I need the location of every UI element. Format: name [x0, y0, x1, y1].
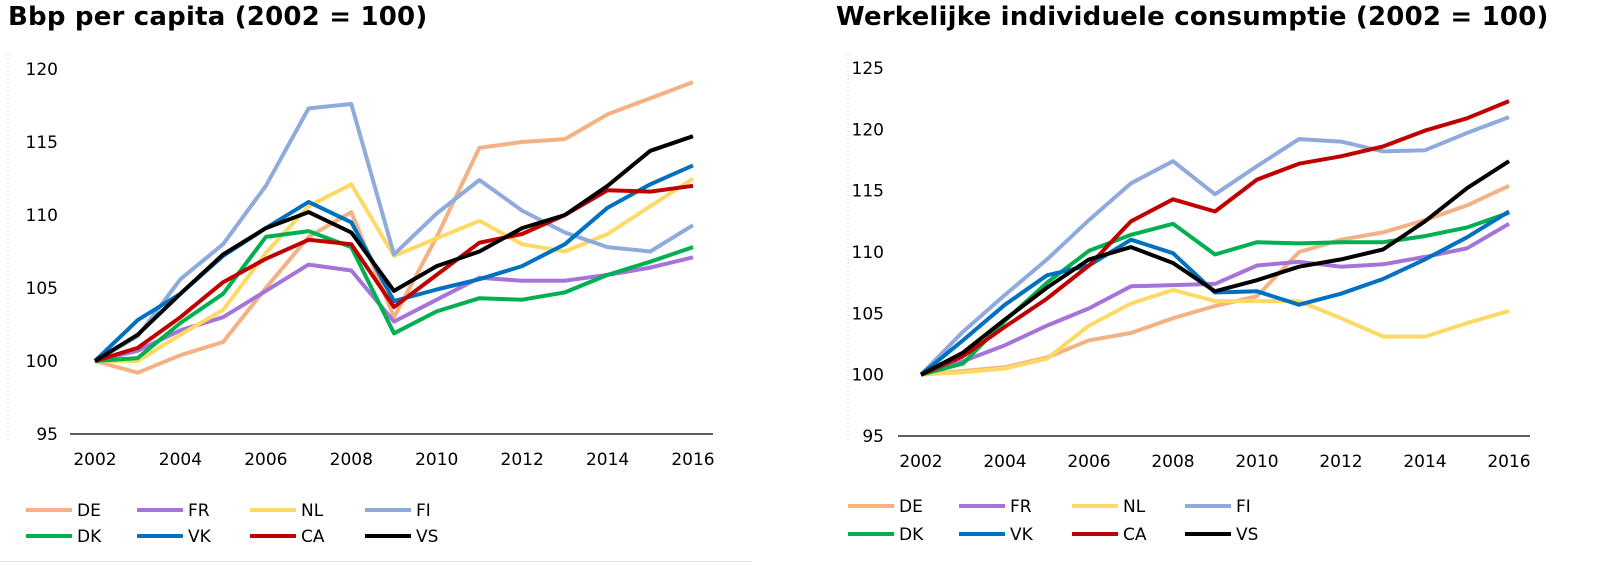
- series-line-vs: [920, 159, 1511, 377]
- legend: DE FR NL FI DK VK CA VS: [26, 501, 438, 547]
- x-tick-label: 2008: [1151, 452, 1194, 472]
- y-tick-label: 115: [852, 182, 884, 202]
- legend: DE FR NL FI DK VK CA VS: [848, 497, 1258, 545]
- series-line-vs: [93, 134, 694, 363]
- x-tick-label: 2010: [415, 450, 458, 470]
- y-tick-label: 110: [852, 243, 884, 263]
- legend-label-vk: VK: [1010, 525, 1034, 545]
- chart-title: Bbp per capita (2002 = 100): [8, 2, 428, 32]
- legend-label-fi: FI: [416, 501, 431, 521]
- legend-label-fi: FI: [1236, 497, 1251, 517]
- legend-label-de: DE: [899, 497, 923, 517]
- chart-svg: 95 100 105 110 115 120 125 2002 2004 2006 2008 2010…: [847, 55, 1531, 545]
- legend-label-vs: VS: [1236, 525, 1258, 545]
- x-tick-label: 2014: [586, 450, 629, 470]
- series-line-fr: [920, 222, 1511, 377]
- chart-panel-gdp: Bbp per capita (2002 = 100) 95 100 105 110 1…: [0, 0, 760, 563]
- y-tick-label: 100: [26, 352, 58, 372]
- y-tick-label: 95: [862, 427, 884, 447]
- series-line-fr: [94, 255, 694, 363]
- series-line-nl: [920, 288, 1510, 377]
- x-tick-label: 2006: [244, 450, 287, 470]
- y-tick-label: 105: [26, 279, 58, 299]
- legend-label-ca: CA: [1123, 525, 1147, 545]
- legend-label-fr: FR: [188, 501, 210, 521]
- series-line-ca: [920, 99, 1510, 377]
- x-tick-label: 2012: [1319, 452, 1362, 472]
- series-line-fi: [919, 115, 1510, 377]
- legend-label-ca: CA: [301, 527, 325, 547]
- y-tick-label: 120: [26, 60, 58, 80]
- legend-label-dk: DK: [77, 527, 102, 547]
- x-tick-label: 2006: [1067, 452, 1110, 472]
- legend-label-dk: DK: [899, 525, 924, 545]
- series-group: [919, 99, 1511, 377]
- x-tick-label: 2002: [899, 452, 942, 472]
- y-tick-label: 125: [852, 59, 884, 79]
- x-tick-label: 2008: [330, 450, 373, 470]
- x-tick-label: 2004: [159, 450, 202, 470]
- series-line-dk: [94, 229, 694, 363]
- x-tick-label: 2016: [1487, 452, 1530, 472]
- series-line-de: [920, 183, 1510, 377]
- chart-svg: 95 100 105 110 115 120 2002 2004 2006 2008 2010 201…: [7, 55, 715, 547]
- x-tick-label: 2002: [73, 450, 116, 470]
- y-tick-label: 105: [852, 304, 884, 324]
- x-tick-label: 2016: [671, 450, 714, 470]
- divider: [0, 561, 752, 562]
- x-tick-label: 2012: [501, 450, 544, 470]
- x-tick-label: 2004: [983, 452, 1026, 472]
- series-line-ca: [94, 183, 694, 363]
- y-tick-label: 115: [26, 133, 58, 153]
- series-group: [93, 80, 695, 375]
- legend-label-fr: FR: [1010, 497, 1032, 517]
- y-tick-label: 95: [36, 425, 58, 445]
- legend-label-vk: VK: [188, 527, 212, 547]
- legend-label-nl: NL: [301, 501, 324, 521]
- y-tick-label: 110: [26, 206, 58, 226]
- series-line-fi: [93, 102, 695, 363]
- x-tick-label: 2010: [1235, 452, 1278, 472]
- legend-label-de: DE: [77, 501, 101, 521]
- chart-title: Werkelijke individuele consumptie (2002 …: [836, 2, 1549, 32]
- legend-label-vs: VS: [416, 527, 438, 547]
- y-tick-label: 120: [852, 120, 884, 140]
- x-tick-label: 2014: [1403, 452, 1446, 472]
- legend-label-nl: NL: [1123, 497, 1146, 517]
- y-tick-label: 100: [852, 366, 884, 386]
- chart-panel-consumption: Werkelijke individuele consumptie (2002 …: [836, 0, 1600, 563]
- series-line-de: [94, 80, 694, 375]
